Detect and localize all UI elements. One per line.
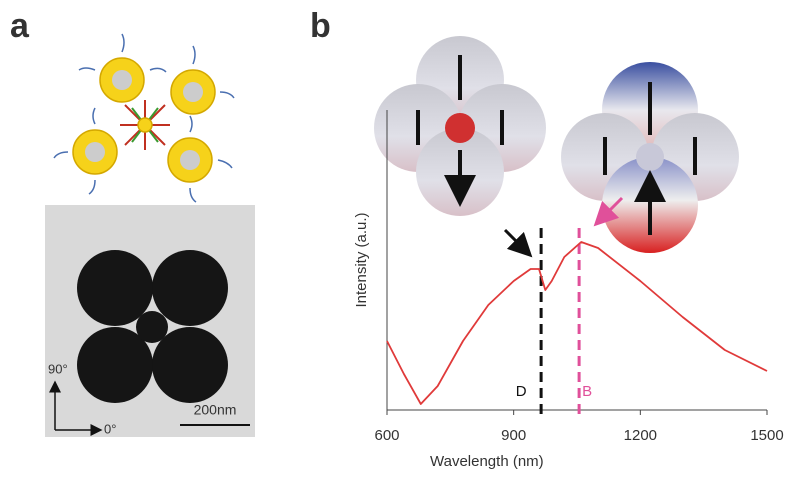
x-tick-label: 600: [374, 427, 399, 444]
marker-label: D: [516, 383, 527, 400]
plot: [386, 110, 767, 411]
x-tick-label: 900: [501, 427, 526, 444]
mode-illustration-bright: [503, 62, 739, 258]
panel-label: b: [310, 7, 331, 45]
x-axis-label: Wavelength (nm): [430, 453, 544, 470]
scale-bar-label: 200nm: [194, 402, 237, 418]
y-axis-label: Intensity (a.u.): [353, 212, 370, 307]
angle-label: 0°: [104, 421, 116, 436]
series-line: [386, 241, 768, 405]
x-tick-label: 1500: [750, 427, 783, 444]
x-tick-label: 1200: [624, 427, 657, 444]
panel-label: a: [10, 7, 30, 45]
angle-label: 90°: [48, 361, 68, 376]
mode-illustration-dark: [374, 36, 546, 216]
schematic: [53, 33, 235, 203]
tem-image: [45, 205, 255, 437]
marker-label: B: [582, 383, 592, 400]
